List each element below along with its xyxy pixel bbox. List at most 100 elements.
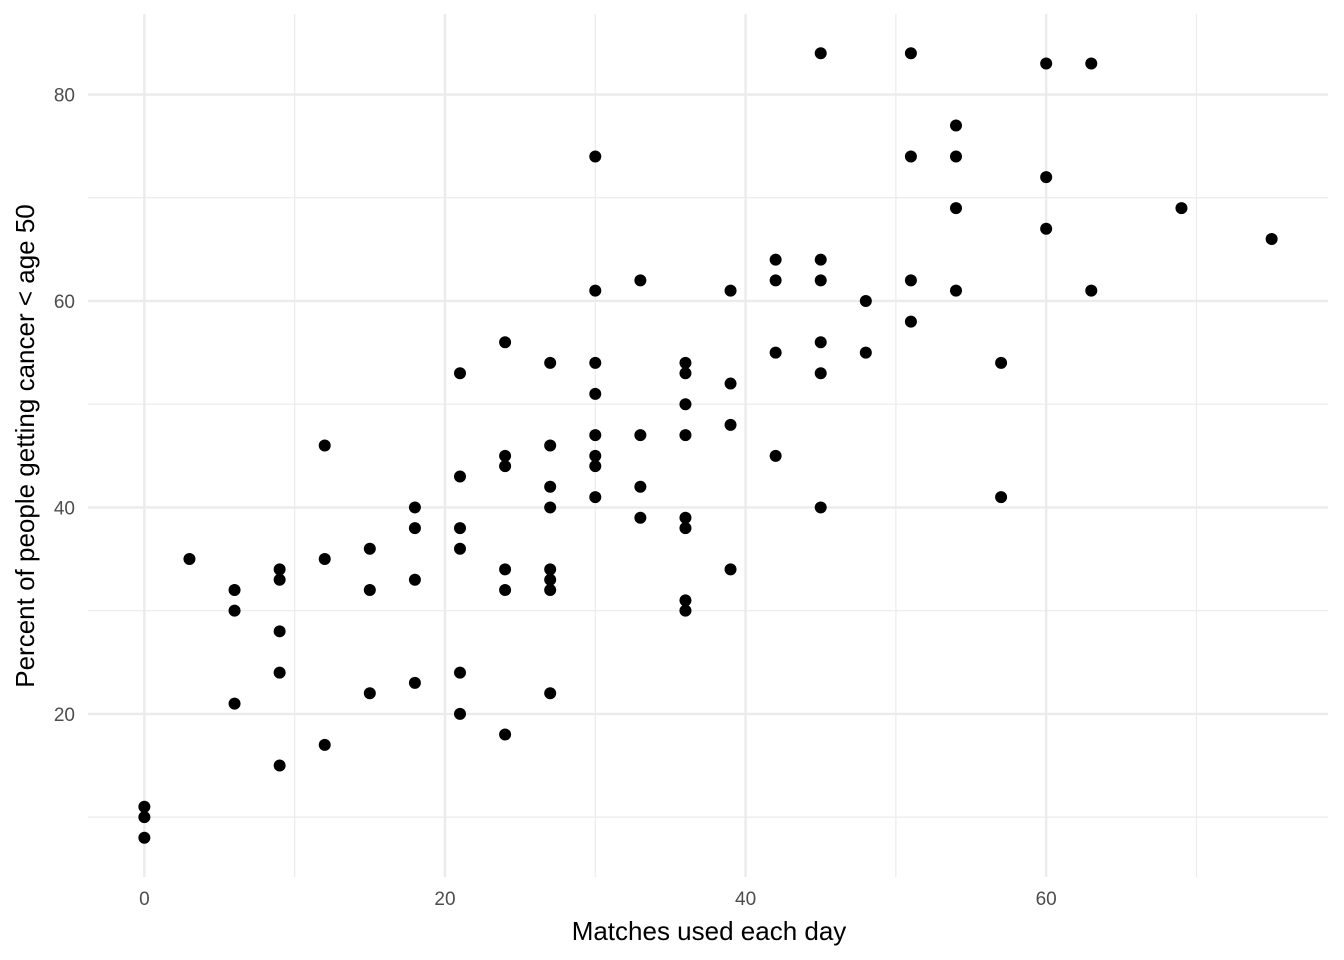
y-axis-title: Percent of people getting cancer < age 5… <box>10 204 40 688</box>
data-point <box>454 666 466 679</box>
x-tick-label: 40 <box>735 889 756 910</box>
data-point <box>679 356 692 369</box>
data-point <box>589 429 602 442</box>
data-point <box>1040 57 1053 70</box>
data-point <box>228 604 241 617</box>
data-point <box>1265 233 1278 246</box>
x-tick-label: 60 <box>1036 889 1057 910</box>
data-point <box>454 542 466 555</box>
data-point <box>318 738 331 751</box>
data-point <box>1040 171 1053 184</box>
data-point <box>408 522 421 535</box>
y-tick-label: 40 <box>54 498 75 519</box>
x-tick-label: 0 <box>139 889 150 910</box>
data-point <box>679 522 692 535</box>
data-point <box>544 563 557 576</box>
data-point <box>138 811 151 824</box>
data-point <box>950 150 962 163</box>
data-point <box>363 542 376 555</box>
data-point <box>273 666 286 679</box>
data-point <box>318 553 331 566</box>
data-point <box>499 336 512 349</box>
data-point <box>814 501 827 514</box>
data-point <box>408 676 421 689</box>
data-point <box>273 759 286 772</box>
data-point <box>499 563 512 576</box>
y-tick-label: 20 <box>54 705 75 726</box>
data-point <box>408 501 421 514</box>
data-point <box>273 625 286 638</box>
data-point <box>1175 202 1188 215</box>
data-point <box>679 511 692 524</box>
data-point <box>814 47 827 60</box>
data-point <box>814 253 827 266</box>
data-point <box>499 449 512 462</box>
data-point <box>859 346 872 359</box>
data-point <box>634 429 647 442</box>
data-point <box>273 563 286 576</box>
y-tick-labels: 20 40 60 80 <box>54 86 75 726</box>
data-point <box>589 460 602 473</box>
data-point <box>679 367 692 380</box>
data-point <box>769 346 782 359</box>
data-point <box>904 274 917 287</box>
data-point <box>138 831 151 844</box>
data-point <box>589 284 602 297</box>
data-point <box>950 202 962 215</box>
data-point <box>273 573 286 586</box>
data-point <box>544 480 557 493</box>
data-point <box>950 119 962 132</box>
data-point <box>589 449 602 462</box>
data-point <box>183 553 196 566</box>
data-point <box>544 584 557 597</box>
data-point <box>679 429 692 442</box>
data-point <box>544 687 557 700</box>
data-point <box>724 563 737 576</box>
data-point <box>499 584 512 597</box>
data-point <box>724 377 737 390</box>
data-point <box>454 707 466 720</box>
data-point <box>544 356 557 369</box>
data-point <box>363 584 376 597</box>
x-axis-title: Matches used each day <box>572 916 847 946</box>
data-point <box>544 573 557 586</box>
data-point <box>499 728 512 741</box>
points-layer <box>138 47 1278 844</box>
data-point <box>634 511 647 524</box>
data-point <box>454 367 466 380</box>
data-point <box>634 274 647 287</box>
data-point <box>724 418 737 431</box>
data-point <box>363 687 376 700</box>
data-point <box>228 584 241 597</box>
data-point <box>995 491 1008 504</box>
data-point <box>318 439 331 452</box>
data-point <box>454 522 466 535</box>
x-tick-labels: 0 20 40 60 <box>139 889 1057 910</box>
data-point <box>950 284 962 297</box>
data-point <box>408 573 421 586</box>
data-point <box>138 800 151 813</box>
y-tick-label: 60 <box>54 292 75 313</box>
data-point <box>814 336 827 349</box>
data-point <box>995 356 1008 369</box>
data-point <box>679 594 692 607</box>
data-point <box>904 315 917 328</box>
data-point <box>544 439 557 452</box>
data-point <box>814 274 827 287</box>
data-point <box>589 491 602 504</box>
data-point <box>859 294 872 307</box>
data-point <box>1085 57 1098 70</box>
data-point <box>769 253 782 266</box>
data-point <box>634 480 647 493</box>
data-point <box>679 398 692 411</box>
grid-layer <box>88 14 1328 877</box>
data-point <box>904 150 917 163</box>
data-point <box>589 150 602 163</box>
data-point <box>904 47 917 60</box>
data-point <box>589 387 602 400</box>
x-tick-label: 20 <box>434 889 455 910</box>
data-point <box>724 284 737 297</box>
data-point <box>589 356 602 369</box>
data-point <box>769 274 782 287</box>
